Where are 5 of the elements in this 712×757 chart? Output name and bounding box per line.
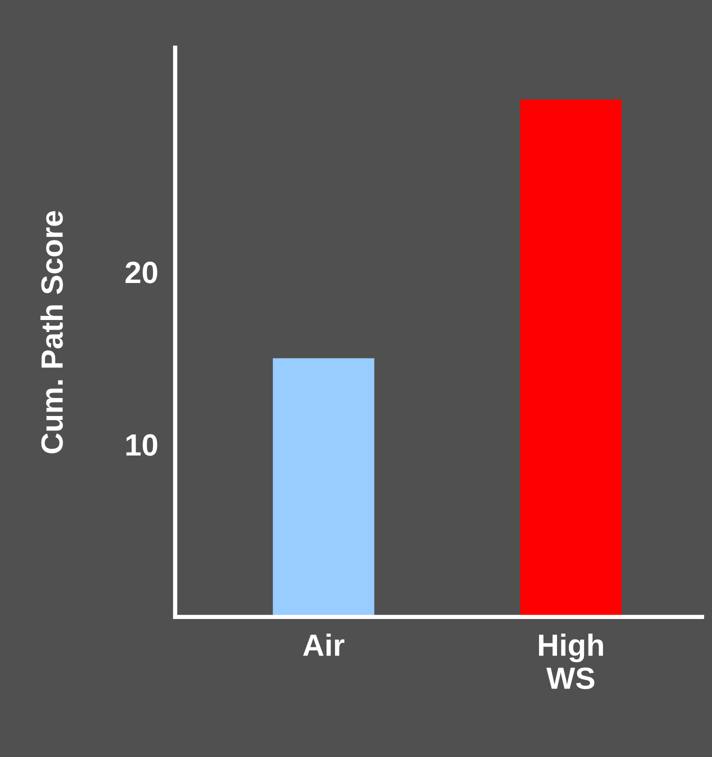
x-tick-label: High WS (539, 634, 603, 690)
y-axis-title: Cum. Path Score (40, 211, 63, 454)
x-tick-label: Air (303, 634, 344, 656)
y-tick-label: 10 (126, 434, 158, 456)
y-tick-label: 20 (126, 262, 158, 284)
